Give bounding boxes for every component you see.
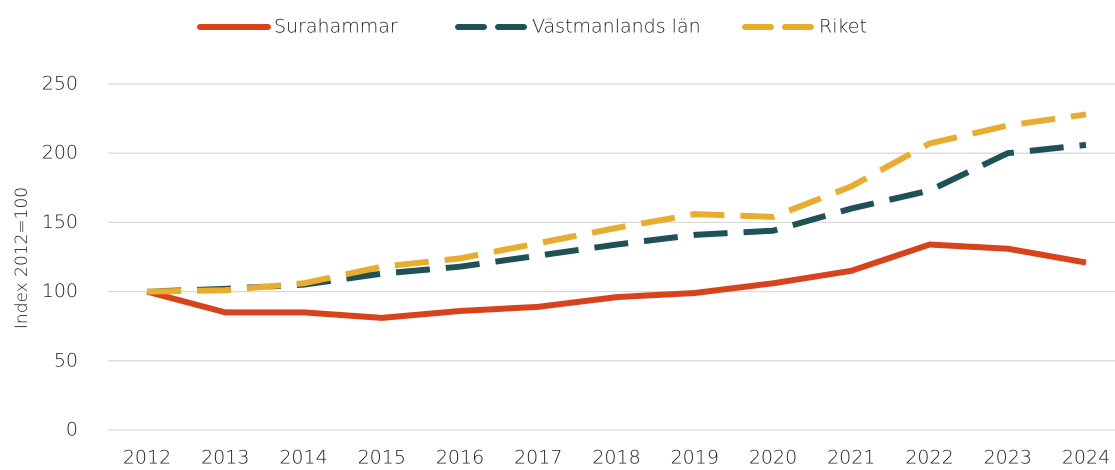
x-tick-label: 2023	[984, 447, 1032, 469]
y-axis-label: Index 2012=100	[12, 187, 32, 329]
legend-label: Västmanlands län	[532, 16, 701, 38]
y-tick-label: 200	[42, 142, 78, 164]
x-tick-label: 2016	[436, 447, 484, 469]
legend-label: Surahammar	[274, 16, 398, 38]
series-line	[146, 241, 1087, 321]
x-tick-label: 2022	[905, 447, 953, 469]
y-tick-label: 0	[66, 419, 78, 441]
y-tick-label: 250	[42, 73, 78, 95]
x-tick-label: 2015	[358, 447, 406, 469]
y-tick-label: 50	[54, 349, 78, 371]
x-tick-label: 2014	[279, 447, 327, 469]
y-tick-label: 100	[42, 280, 78, 302]
legend-label: Riket	[819, 16, 867, 38]
x-tick-label: 2020	[749, 447, 797, 469]
x-tick-label: 2013	[201, 447, 249, 469]
series-line	[146, 141, 1087, 295]
x-tick-label: 2024	[1062, 447, 1110, 469]
x-tick-label: 2012	[123, 447, 171, 469]
series-line	[146, 111, 1087, 295]
y-tick-label: 150	[42, 211, 78, 233]
x-tick-label: 2019	[671, 447, 719, 469]
x-tick-label: 2018	[592, 447, 640, 469]
x-tick-label: 2017	[514, 447, 562, 469]
x-tick-label: 2021	[827, 447, 875, 469]
